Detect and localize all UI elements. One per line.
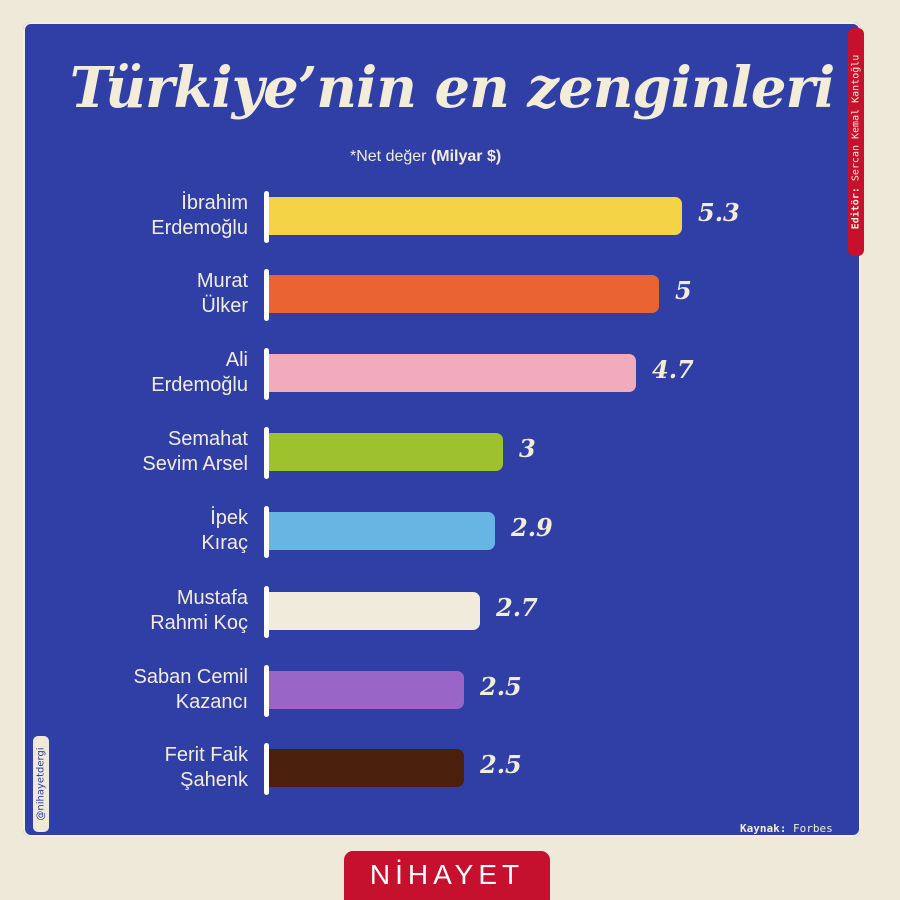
subtitle-prefix: *Net değer <box>350 148 427 165</box>
bar-label: İpek Kıraç <box>201 506 248 556</box>
bar-label-line1: İbrahim <box>181 192 248 214</box>
bar-label-line1: Murat <box>196 270 248 292</box>
bar <box>269 197 682 235</box>
bar-label-line1: Ali <box>225 349 248 371</box>
bar-label: Ali Erdemoğlu <box>151 348 248 398</box>
bar-label-line2: Erdemoğlu <box>151 374 248 396</box>
axis-tick <box>264 506 269 558</box>
axis-tick <box>264 665 269 717</box>
bar <box>269 354 636 392</box>
axis-tick <box>264 269 269 321</box>
bar-label: Ferit Faik Şahenk <box>165 743 248 793</box>
axis-tick <box>264 348 269 400</box>
bar-label-line1: Mustafa <box>176 587 248 609</box>
bar-value-label: 2.5 <box>480 750 522 779</box>
bar-value-label: 5.3 <box>698 198 740 227</box>
bar-row: Saban Cemil Kazancı 2.5 <box>0 663 900 721</box>
bar-label: İbrahim Erdemoğlu <box>151 191 248 241</box>
bar-row: Ali Erdemoğlu 4.7 <box>0 346 900 404</box>
bar-row: Ferit Faik Şahenk 2.5 <box>0 741 900 799</box>
bar-label-line2: Sevim Arsel <box>142 453 248 475</box>
source-label: Kaynak: <box>740 822 787 835</box>
bar-value-label: 3 <box>519 434 536 463</box>
subtitle-unit: (Milyar $) <box>430 148 502 165</box>
chart-title: Türkiye’nin en zenginleri <box>69 55 836 121</box>
bar-value-label: 4.7 <box>652 355 694 384</box>
bar-value-label: 2.9 <box>511 513 553 542</box>
axis-tick <box>264 191 269 243</box>
bar <box>269 275 659 313</box>
bar-label-line1: Saban Cemil <box>133 666 248 688</box>
bar-label: Saban Cemil Kazancı <box>133 665 248 715</box>
bar-label: Murat Ülker <box>197 269 248 319</box>
brand-logo: NİHAYET <box>344 851 550 900</box>
axis-tick <box>264 743 269 795</box>
bar-label-line1: Semahat <box>167 428 248 450</box>
social-handle: @nihayetdergi <box>33 736 49 832</box>
bar-row: Mustafa Rahmi Koç 2.7 <box>0 584 900 642</box>
bar-row: Semahat Sevim Arsel 3 <box>0 425 900 483</box>
bar-label-line1: Ferit Faik <box>164 744 248 766</box>
bar-label-line2: Rahmi Koç <box>150 612 248 634</box>
bar-value-label: 2.5 <box>480 672 522 701</box>
bar-value-label: 5 <box>675 276 692 305</box>
bar-label-line2: Erdemoğlu <box>151 217 248 239</box>
axis-tick <box>264 427 269 479</box>
bar <box>269 592 480 630</box>
bar-label-line1: İpek <box>210 507 248 529</box>
bar-label: Semahat Sevim Arsel <box>142 427 248 477</box>
bar <box>269 671 464 709</box>
bar-label-line2: Şahenk <box>180 769 248 791</box>
bar-row: Murat Ülker 5 <box>0 267 900 325</box>
source-value: Forbes <box>792 822 833 835</box>
bar <box>269 749 464 787</box>
bar-label-line2: Kazancı <box>175 691 248 713</box>
brand-logo-text: NİHAYET <box>369 859 525 890</box>
bar-value-label: 2.7 <box>496 593 538 622</box>
bar-label-line2: Ülker <box>201 295 248 317</box>
source-credit: Kaynak: Forbes <box>740 822 833 835</box>
bar <box>269 512 495 550</box>
bar-row: İbrahim Erdemoğlu 5.3 <box>0 189 900 247</box>
bar-label-line2: Kıraç <box>201 532 248 554</box>
bar-row: İpek Kıraç 2.9 <box>0 504 900 562</box>
chart-subtitle: *Net değer (Milyar $) <box>350 148 501 166</box>
editor-credit: Editör: Sercan Kemal Kantoğlu <box>848 28 864 256</box>
axis-tick <box>264 586 269 638</box>
bar <box>269 433 503 471</box>
bar-label: Mustafa Rahmi Koç <box>150 586 248 636</box>
editor-name: Sercan Kemal Kantoğlu <box>850 54 862 182</box>
